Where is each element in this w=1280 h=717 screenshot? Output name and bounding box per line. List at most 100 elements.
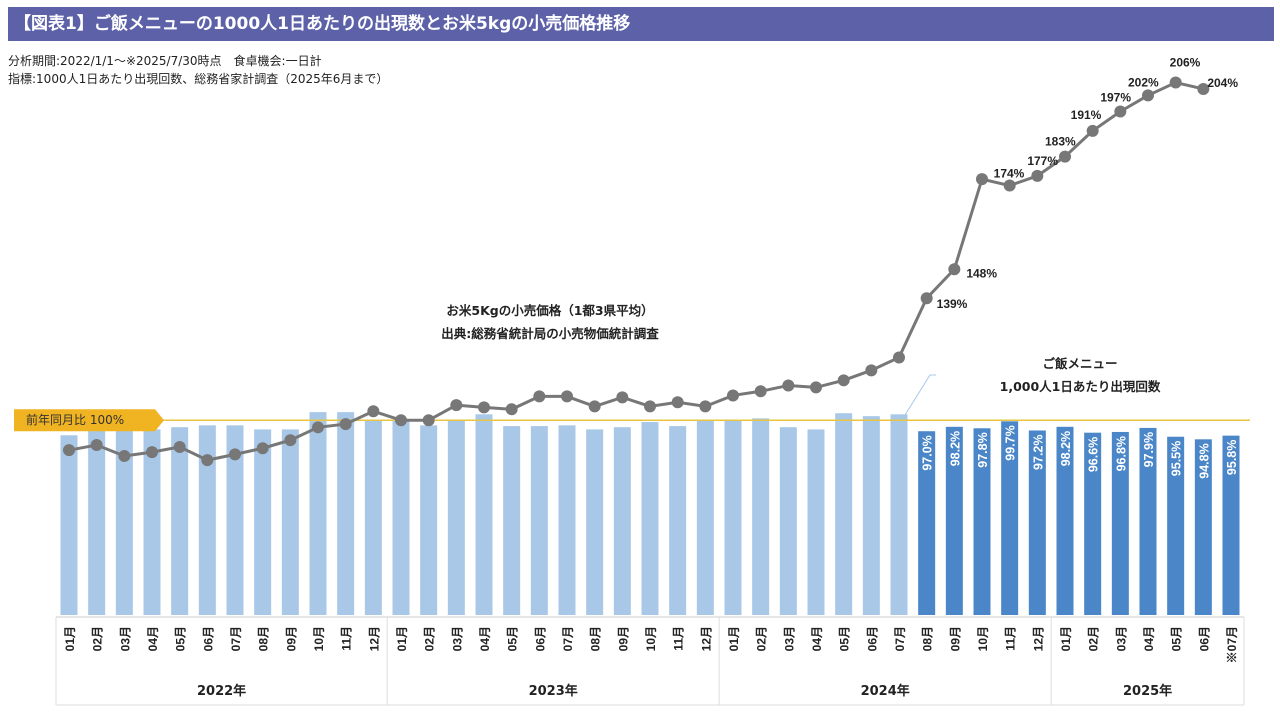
bar: [835, 413, 853, 615]
month-tick-label: 12月: [1031, 626, 1045, 651]
bar: [226, 425, 244, 615]
price-point: [976, 173, 988, 186]
bar: [1222, 435, 1240, 615]
bar: [669, 426, 687, 615]
price-point: [284, 434, 297, 447]
month-tick-label: 01月: [727, 626, 741, 651]
reference-label-tag: [14, 409, 164, 432]
price-data-label: 148%: [966, 266, 997, 280]
month-tick-label: 07月: [561, 626, 575, 651]
price-point: [1169, 76, 1182, 89]
month-tick-label: 01月: [1059, 626, 1073, 651]
month-tick-label: 05月: [1170, 626, 1184, 651]
subtitle-metric: 指標:1000人1日あたり出現回数、総務省家計調査（2025年6月まで）: [8, 72, 389, 86]
bar: [862, 416, 880, 615]
bar: [613, 427, 631, 615]
month-tick-label: 04月: [810, 626, 824, 651]
month-tick-label: 02月: [91, 626, 105, 651]
bar: [918, 431, 936, 615]
bar: [973, 428, 991, 615]
month-tick-label: 06月: [865, 626, 879, 651]
price-point: [533, 390, 546, 403]
bar: [945, 426, 963, 615]
price-point: [505, 403, 518, 416]
bar: [281, 429, 299, 615]
year-label: 2024年: [861, 683, 910, 699]
price-point: [90, 439, 103, 452]
month-tick-label: 08月: [257, 626, 271, 651]
bar: [447, 420, 465, 615]
bar-data-label: 99.7%: [1004, 425, 1018, 460]
price-point: [450, 399, 463, 412]
bar: [752, 418, 770, 615]
month-tick-label: 08月: [589, 626, 603, 651]
price-point: [256, 442, 269, 455]
reference-label: 前年同月比 100%: [26, 412, 124, 427]
price-point: [810, 381, 822, 394]
chart-title: 【図表1】ご飯メニューの1000人1日あたりの出現数とお米5kgの小売価格推移: [8, 7, 1274, 41]
price-data-label: 177%: [1027, 154, 1058, 168]
bar: [1001, 421, 1019, 615]
bar: [309, 412, 327, 615]
month-tick-label: 10月: [644, 626, 658, 651]
bar: [724, 420, 742, 615]
bar: [392, 420, 410, 615]
price-point: [1114, 105, 1127, 118]
bar: [420, 425, 438, 615]
price-point: [1086, 124, 1099, 137]
bar-data-label: 96.6%: [1087, 437, 1101, 472]
price-point: [312, 421, 324, 434]
price-point: [865, 364, 878, 377]
price-data-label: 204%: [1207, 76, 1238, 90]
price-data-label: 174%: [994, 167, 1025, 181]
bar: [1056, 426, 1074, 615]
month-tick-label: 04月: [146, 626, 160, 651]
month-tick-label: 03月: [1114, 626, 1128, 651]
month-tick-label: 10月: [312, 626, 326, 651]
month-tick-label: 06月: [201, 626, 215, 651]
bar: [807, 429, 825, 615]
price-point: [201, 454, 214, 467]
month-tick-label: 04月: [478, 626, 492, 651]
bar-data-label: 98.2%: [1059, 431, 1073, 466]
price-point: [63, 444, 75, 457]
price-data-label: 191%: [1071, 108, 1102, 122]
month-tick-label: 11月: [672, 626, 686, 651]
bar: [1139, 427, 1157, 615]
bar: [586, 429, 604, 615]
price-point: [395, 414, 407, 427]
month-tick-label: 08月: [921, 626, 935, 651]
month-tick-label: 02月: [423, 626, 437, 651]
bar: [779, 427, 797, 615]
bar: [143, 429, 161, 615]
month-tick-label: 09月: [616, 626, 630, 651]
month-tick-label: 01月: [63, 626, 77, 651]
bar-data-label: 94.8%: [1197, 443, 1211, 478]
month-tick-label: 12月: [367, 626, 381, 651]
price-annotation-2: 出典:総務省統計局の小売物価統計調査: [441, 326, 659, 341]
month-tick-label: 07月: [893, 626, 907, 651]
bar-data-label: 97.0%: [921, 435, 935, 470]
month-tick-label: 06月: [1197, 626, 1211, 651]
month-tick-label: 03月: [450, 626, 464, 651]
bar: [1084, 432, 1102, 615]
month-tick-label: 03月: [782, 626, 796, 651]
bar: [1028, 430, 1046, 615]
price-point: [1197, 82, 1210, 95]
bar-data-label: 98.2%: [948, 431, 962, 466]
month-tick-label: 05月: [506, 626, 520, 651]
bar: [171, 427, 189, 615]
price-point: [1003, 179, 1016, 192]
month-tick-label: 07月: [229, 626, 243, 651]
price-point: [920, 292, 933, 305]
month-tick-label: 06月: [533, 626, 547, 651]
bar-data-label: 97.9%: [1142, 432, 1156, 467]
price-point: [339, 418, 352, 431]
price-point: [146, 446, 158, 459]
price-point: [1059, 150, 1071, 163]
month-tick-label: 10月: [976, 626, 990, 651]
bar: [641, 422, 659, 615]
price-point: [699, 400, 712, 413]
price-point: [422, 414, 435, 427]
